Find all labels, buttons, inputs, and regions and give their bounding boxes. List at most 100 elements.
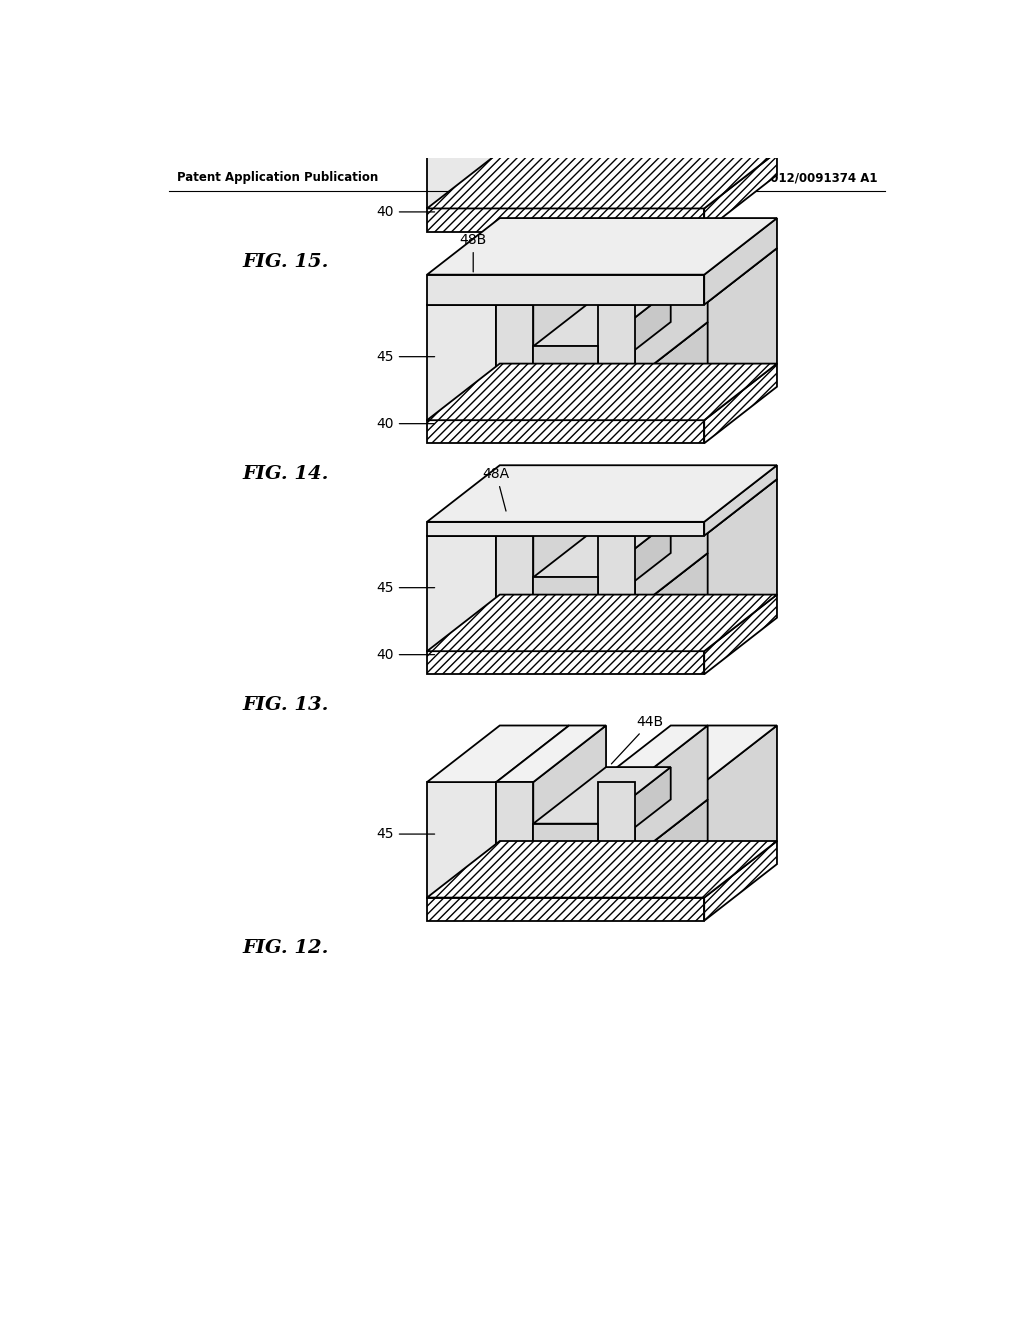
- Polygon shape: [705, 841, 777, 921]
- Polygon shape: [534, 248, 606, 379]
- Polygon shape: [427, 536, 497, 651]
- Polygon shape: [705, 37, 777, 209]
- Polygon shape: [635, 726, 708, 857]
- Text: Apr. 19, 2012  Sheet 7 of 42: Apr. 19, 2012 Sheet 7 of 42: [432, 172, 617, 185]
- Polygon shape: [497, 37, 569, 209]
- Polygon shape: [427, 18, 777, 74]
- Polygon shape: [534, 577, 598, 610]
- Polygon shape: [427, 651, 705, 675]
- Polygon shape: [534, 135, 598, 166]
- Polygon shape: [497, 37, 606, 92]
- Polygon shape: [497, 726, 606, 781]
- Polygon shape: [497, 305, 534, 379]
- Polygon shape: [598, 781, 635, 857]
- Polygon shape: [598, 536, 635, 610]
- Text: FIG. 13.: FIG. 13.: [243, 696, 329, 714]
- Polygon shape: [497, 857, 635, 898]
- Polygon shape: [427, 420, 705, 444]
- Polygon shape: [427, 0, 777, 54]
- Polygon shape: [497, 553, 708, 610]
- Polygon shape: [427, 594, 777, 651]
- Polygon shape: [598, 520, 671, 610]
- Polygon shape: [497, 305, 534, 379]
- Polygon shape: [598, 289, 671, 379]
- Polygon shape: [705, 465, 777, 536]
- Polygon shape: [427, 54, 705, 74]
- Polygon shape: [534, 726, 606, 857]
- Polygon shape: [635, 781, 705, 898]
- Polygon shape: [427, 152, 777, 209]
- Polygon shape: [635, 92, 705, 209]
- Polygon shape: [497, 322, 708, 379]
- Polygon shape: [497, 536, 534, 610]
- Polygon shape: [598, 92, 635, 166]
- Polygon shape: [427, 248, 569, 305]
- Polygon shape: [705, 218, 777, 305]
- Polygon shape: [427, 275, 705, 305]
- Polygon shape: [427, 26, 777, 83]
- Polygon shape: [497, 379, 635, 420]
- Polygon shape: [497, 248, 606, 305]
- Polygon shape: [598, 479, 708, 536]
- Polygon shape: [635, 305, 705, 420]
- Polygon shape: [635, 248, 777, 305]
- Polygon shape: [635, 479, 708, 610]
- Polygon shape: [635, 800, 708, 898]
- Polygon shape: [635, 726, 777, 781]
- Polygon shape: [598, 726, 708, 781]
- Polygon shape: [534, 824, 598, 857]
- Text: 40: 40: [376, 648, 434, 661]
- Polygon shape: [705, 726, 777, 898]
- Polygon shape: [427, 479, 569, 536]
- Polygon shape: [497, 92, 534, 166]
- Polygon shape: [427, 92, 497, 209]
- Polygon shape: [635, 322, 708, 420]
- Polygon shape: [705, 18, 777, 83]
- Polygon shape: [534, 289, 671, 346]
- Text: 40: 40: [376, 417, 434, 430]
- Text: 44B: 44B: [611, 715, 664, 764]
- Polygon shape: [497, 800, 708, 857]
- Polygon shape: [497, 166, 635, 209]
- Polygon shape: [497, 166, 635, 209]
- Text: 48B: 48B: [460, 234, 486, 272]
- Polygon shape: [598, 767, 671, 857]
- Polygon shape: [497, 111, 708, 166]
- Text: 45: 45: [376, 581, 434, 595]
- Polygon shape: [427, 37, 569, 92]
- Polygon shape: [635, 553, 708, 651]
- Text: FIG. 14.: FIG. 14.: [243, 465, 329, 483]
- Text: FIG. 12.: FIG. 12.: [243, 939, 329, 957]
- Polygon shape: [598, 536, 635, 610]
- Text: 40: 40: [376, 205, 434, 219]
- Polygon shape: [534, 78, 671, 135]
- Polygon shape: [427, 465, 777, 521]
- Polygon shape: [497, 610, 635, 651]
- Text: 45: 45: [376, 350, 434, 364]
- Polygon shape: [534, 346, 598, 379]
- Polygon shape: [534, 577, 598, 610]
- Text: Patent Application Publication: Patent Application Publication: [177, 172, 378, 185]
- Polygon shape: [635, 536, 705, 651]
- Polygon shape: [427, 74, 705, 83]
- Polygon shape: [598, 248, 708, 305]
- Polygon shape: [534, 767, 671, 824]
- Polygon shape: [534, 135, 598, 166]
- Polygon shape: [497, 536, 534, 610]
- Polygon shape: [534, 479, 606, 610]
- Polygon shape: [497, 781, 534, 857]
- Polygon shape: [635, 37, 777, 92]
- Polygon shape: [497, 92, 534, 166]
- Polygon shape: [427, 898, 705, 921]
- Polygon shape: [497, 781, 534, 857]
- Polygon shape: [497, 248, 569, 420]
- Polygon shape: [497, 610, 635, 651]
- Polygon shape: [534, 824, 598, 857]
- Polygon shape: [598, 781, 635, 857]
- Polygon shape: [705, 248, 777, 420]
- Polygon shape: [534, 346, 598, 379]
- Polygon shape: [534, 520, 671, 577]
- Polygon shape: [598, 305, 635, 379]
- Polygon shape: [635, 248, 708, 379]
- Polygon shape: [598, 37, 708, 92]
